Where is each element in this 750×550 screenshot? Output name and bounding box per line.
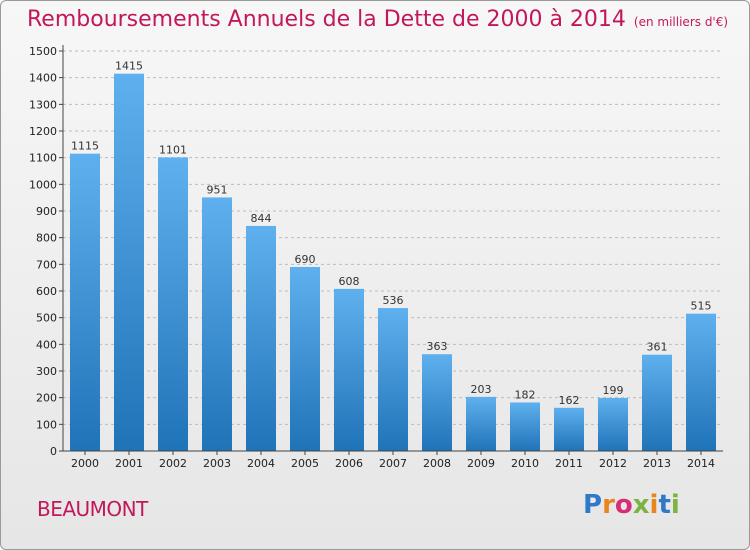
value-label-2009: 203 xyxy=(471,383,492,396)
logo-letter: o xyxy=(614,490,633,520)
y-tick-label: 500 xyxy=(36,312,57,325)
value-label-2005: 690 xyxy=(295,253,316,266)
y-tick-label: 300 xyxy=(36,365,57,378)
bar-2007 xyxy=(378,308,408,451)
bar-2013 xyxy=(642,354,672,451)
value-label-2014: 515 xyxy=(691,300,712,313)
axes: 0 100 200 300 400 500 600 700 800 900 1000 1100 1200… xyxy=(29,45,723,470)
x-tick-label-2009: 2009 xyxy=(467,457,495,470)
bar-2008 xyxy=(422,354,452,451)
value-label-2003: 951 xyxy=(207,183,228,196)
bar-2002 xyxy=(158,157,188,451)
logo-letter: i xyxy=(670,490,680,520)
logo-letter: P xyxy=(583,490,603,520)
x-tick-label-2001: 2001 xyxy=(115,457,143,470)
x-tick-label-2007: 2007 xyxy=(379,457,407,470)
x-tick-label-2006: 2006 xyxy=(335,457,363,470)
value-label-2006: 608 xyxy=(339,275,360,288)
value-label-2012: 199 xyxy=(603,384,624,397)
y-tick-label: 1400 xyxy=(29,72,57,85)
value-label-2004: 844 xyxy=(251,212,272,225)
value-label-2002: 1101 xyxy=(159,143,187,156)
bar-2006 xyxy=(334,288,364,451)
y-tick-label: 800 xyxy=(36,232,57,245)
y-tick-label: 400 xyxy=(36,338,57,351)
value-label-2007: 536 xyxy=(383,294,404,307)
y-tick-label: 100 xyxy=(36,418,57,431)
y-tick-label: 900 xyxy=(36,205,57,218)
y-tick-label: 1300 xyxy=(29,98,57,111)
value-label-2010: 182 xyxy=(515,388,536,401)
chart-title: Remboursements Annuels de la Dette de 20… xyxy=(27,7,728,32)
x-tick-label-2010: 2010 xyxy=(511,457,539,470)
x-tick-label-2002: 2002 xyxy=(159,457,187,470)
bar-2005 xyxy=(290,267,320,451)
value-label-2001: 1415 xyxy=(115,60,143,73)
y-tick-label: 1500 xyxy=(29,45,57,58)
x-tick-label-2005: 2005 xyxy=(291,457,319,470)
logo-letter: x xyxy=(632,490,650,520)
x-tick-label-2003: 2003 xyxy=(203,457,231,470)
bar-2000 xyxy=(70,153,100,451)
bar-2014 xyxy=(686,313,716,451)
y-tick-label: 1200 xyxy=(29,125,57,138)
y-tick-label: 200 xyxy=(36,392,57,405)
x-tick-label-2012: 2012 xyxy=(599,457,627,470)
y-tick-label: 700 xyxy=(36,258,57,271)
labels: 1115 1415 1101 951 844 690 608 536 363 203 182 162 1… xyxy=(71,60,712,407)
y-tick-label: 1000 xyxy=(29,178,57,191)
chart-title-text: Remboursements Annuels de la Dette de 20… xyxy=(27,7,626,32)
x-tick-label-2004: 2004 xyxy=(247,457,275,470)
logo-letter: i xyxy=(649,490,659,520)
bar-2004 xyxy=(246,225,276,451)
value-label-2013: 361 xyxy=(647,341,668,354)
chart-subtitle: (en milliers d'€) xyxy=(633,15,729,29)
y-tick-label: 1100 xyxy=(29,152,57,165)
proxiti-logo: Proxiti xyxy=(583,490,680,520)
commune-name: BEAUMONT xyxy=(37,497,148,521)
bars xyxy=(70,73,716,452)
value-label-2000: 1115 xyxy=(71,140,99,153)
y-tick-label: 600 xyxy=(36,285,57,298)
logo-letter: t xyxy=(658,490,671,520)
x-tick-label-2011: 2011 xyxy=(555,457,583,470)
bar-2003 xyxy=(202,197,232,451)
y-tick-label: 0 xyxy=(50,445,57,458)
bar-2010 xyxy=(510,402,540,451)
value-label-2011: 162 xyxy=(559,394,580,407)
bar-2012 xyxy=(598,397,628,451)
x-tick-label-2008: 2008 xyxy=(423,457,451,470)
x-tick-label-2013: 2013 xyxy=(643,457,671,470)
bar-2011 xyxy=(554,407,584,451)
x-tick-label-2014: 2014 xyxy=(687,457,715,470)
logo-letter: r xyxy=(602,490,615,520)
x-tick-label-2000: 2000 xyxy=(71,457,99,470)
value-label-2008: 363 xyxy=(427,340,448,353)
bar-2009 xyxy=(466,396,496,451)
bar-2001 xyxy=(114,73,144,452)
